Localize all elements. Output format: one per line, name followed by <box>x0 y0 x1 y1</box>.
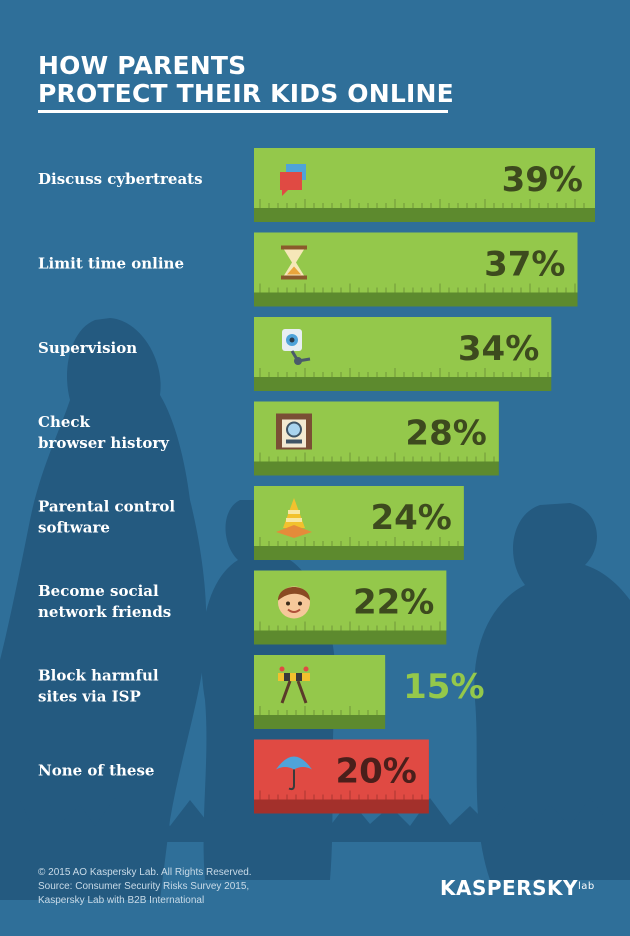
source-line-1: Source: Consumer Security Risks Survey 2… <box>38 881 250 892</box>
bar-ruler-ticks <box>259 621 441 631</box>
source-line-2: Kaspersky Lab with B2B International <box>38 895 205 906</box>
category-label: sites via ISP <box>38 688 141 706</box>
bar-ruler-ticks <box>259 790 423 800</box>
bar <box>254 655 386 715</box>
hourglass-icon-part <box>281 245 307 250</box>
bar <box>254 739 429 800</box>
category-label: software <box>38 519 110 537</box>
child-face-icon-part <box>278 587 310 601</box>
title-line-1: HOW PARENTS <box>38 51 247 80</box>
logo-text: KASPERSKY <box>440 876 578 900</box>
category-label: Supervision <box>38 339 137 357</box>
value-label: 37% <box>484 245 565 285</box>
value-label: 39% <box>502 160 583 200</box>
category-label: Become social <box>38 582 159 600</box>
title-underline <box>38 110 448 113</box>
traffic-cone-icon-part <box>286 518 302 522</box>
logo-sub-text: lab <box>578 881 595 892</box>
traffic-cone-icon-part <box>288 510 300 514</box>
road-barrier-icon-part <box>296 673 302 681</box>
hourglass-icon <box>281 245 307 280</box>
magnifier-window-icon <box>276 413 312 450</box>
kaspersky-logo: KASPERSKYlab <box>440 876 595 900</box>
category-label: Check <box>38 413 91 431</box>
hourglass-icon-part <box>287 266 301 275</box>
road-barrier-icon-part <box>279 666 285 672</box>
child-face-icon-part <box>287 608 301 613</box>
boy-silhouette <box>474 503 630 880</box>
bar-ruler-ticks <box>259 537 459 546</box>
category-label: Limit time online <box>38 255 184 273</box>
magnifier-window-icon-part <box>286 439 302 444</box>
category-label: None of these <box>38 762 154 780</box>
bar-ruler-ticks <box>259 452 495 462</box>
umbrella-icon <box>276 756 312 791</box>
grass <box>0 795 630 842</box>
bar-ruler-ticks <box>259 283 576 293</box>
bar <box>254 148 595 208</box>
copyright-text: © 2015 AO Kaspersky Lab. All Rights Rese… <box>38 867 252 878</box>
road-barrier-icon-part <box>303 666 309 672</box>
value-label: 15% <box>403 667 484 707</box>
road-barrier-icon-part <box>280 680 308 704</box>
speech-bubbles-icon-part <box>282 190 288 196</box>
category-label: Block harmful <box>38 667 159 685</box>
bar <box>254 317 552 377</box>
traffic-cone-icon <box>276 498 312 538</box>
bar-ruler-ticks <box>259 368 549 377</box>
value-label: 22% <box>353 583 434 623</box>
traffic-cone-icon-part <box>276 525 312 538</box>
speech-bubbles-icon <box>280 164 306 196</box>
road-barrier-icon <box>278 666 310 704</box>
hourglass-icon-part <box>281 275 307 280</box>
category-label: network friends <box>38 603 171 621</box>
hourglass-icon-part <box>284 249 304 276</box>
webcam-icon-part <box>294 357 302 365</box>
road-barrier-icon-part <box>284 673 290 681</box>
bar-ruler-ticks <box>259 706 378 715</box>
magnifier-window-icon-part <box>286 421 302 438</box>
road-barrier-icon-part <box>278 673 310 681</box>
value-label: 20% <box>335 752 416 792</box>
child-face-icon <box>278 586 310 619</box>
value-label: 28% <box>405 414 486 454</box>
bar-ruler-ticks <box>259 199 585 208</box>
value-label: 24% <box>370 498 451 538</box>
webcam-icon-part <box>289 337 295 343</box>
bar-chart: Discuss cybertreats 39% Limit time online 3… <box>38 148 595 814</box>
child-face-icon-part <box>286 601 290 606</box>
title-line-2: PROTECT THEIR KIDS ONLINE <box>38 79 454 108</box>
girl-silhouette <box>0 318 207 900</box>
bar <box>254 232 578 293</box>
webcam-icon <box>282 329 311 365</box>
value-label: 34% <box>458 329 539 369</box>
category-label: Discuss cybertreats <box>38 170 203 188</box>
child-face-icon-part <box>298 601 302 606</box>
category-label: browser history <box>38 434 170 452</box>
umbrella-icon-part <box>276 756 312 770</box>
speech-bubbles-icon-part <box>280 172 302 190</box>
umbrella-icon-part <box>288 769 295 791</box>
category-label: Parental control <box>38 498 175 516</box>
